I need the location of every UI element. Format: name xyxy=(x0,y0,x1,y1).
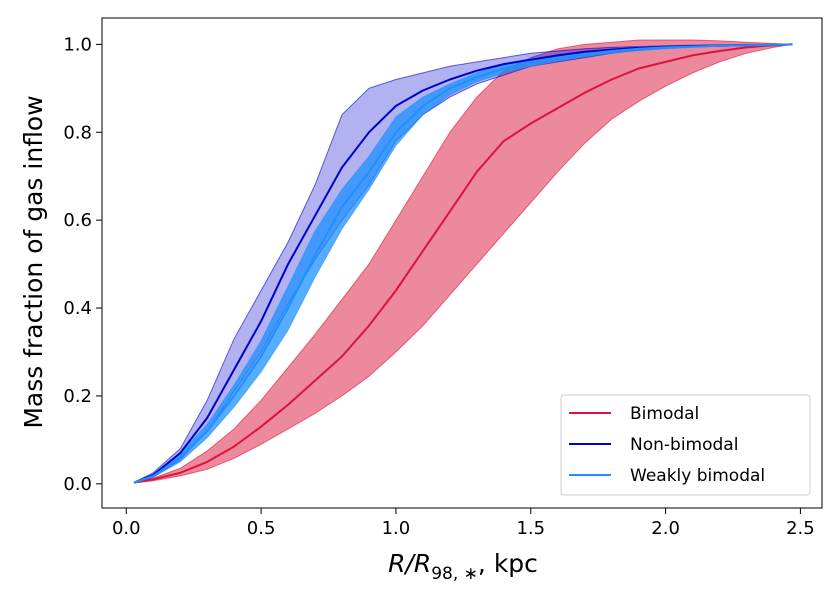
line-weakly-bimodal xyxy=(134,43,793,484)
y-tick-label: 0.4 xyxy=(63,298,92,319)
x-tick-label: 1.5 xyxy=(516,518,545,539)
x-tick-label: 2.5 xyxy=(786,518,815,539)
legend-label-bimodal: Bimodal xyxy=(630,404,699,424)
x-tick-label: 0.5 xyxy=(247,518,276,539)
axes-frame xyxy=(101,17,823,509)
line-bimodal xyxy=(134,43,793,484)
y-tick-label: 0.8 xyxy=(63,122,92,143)
x-tick-label: 0.0 xyxy=(112,518,141,539)
y-tick-label: 1.0 xyxy=(63,34,92,55)
x-axis-title: R/R98, ∗, kpc xyxy=(388,549,538,584)
x-axis-title-subscript: 98, ∗ xyxy=(431,564,478,584)
legend: Bimodal Non-bimodal Weakly bimodal xyxy=(560,394,811,496)
y-axis-ticks: 0.0 0.2 0.4 0.6 0.8 1.0 xyxy=(63,34,102,495)
y-tick-label: 0.6 xyxy=(63,210,92,231)
x-tick-label: 2.0 xyxy=(651,518,680,539)
legend-box xyxy=(560,394,811,496)
series-lines xyxy=(134,43,793,484)
x-axis-title-suffix: , kpc xyxy=(478,549,538,578)
legend-label-weakly-bimodal: Weakly bimodal xyxy=(630,466,765,486)
band-bimodal xyxy=(133,39,793,484)
y-tick-label: 0.0 xyxy=(63,474,92,495)
x-tick-label: 1.0 xyxy=(382,518,411,539)
y-axis-title: Mass fraction of gas inflow xyxy=(19,95,48,428)
x-axis-title-main: R/R xyxy=(388,549,431,578)
legend-label-non-bimodal: Non-bimodal xyxy=(630,435,738,455)
x-axis-ticks: 0.0 0.5 1.0 1.5 2.0 2.5 xyxy=(112,508,815,539)
y-tick-label: 0.2 xyxy=(63,386,92,407)
